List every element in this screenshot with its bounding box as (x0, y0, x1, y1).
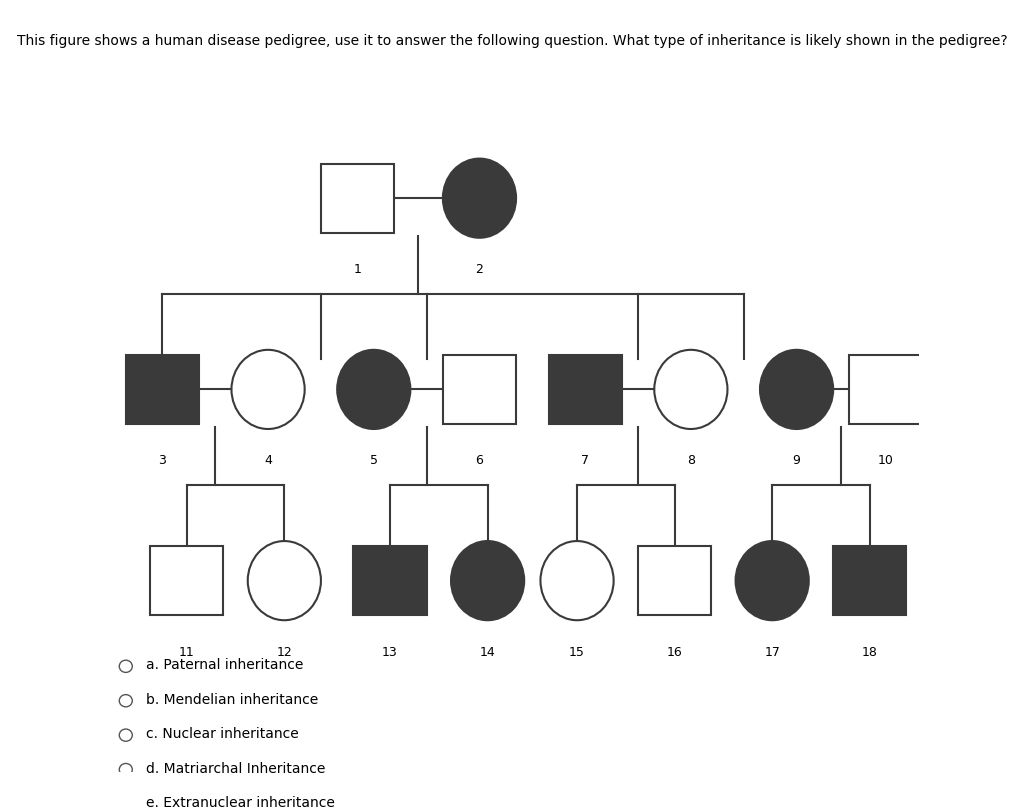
Ellipse shape (248, 541, 321, 620)
Ellipse shape (337, 350, 411, 429)
FancyBboxPatch shape (321, 164, 394, 232)
Text: 5: 5 (370, 454, 378, 467)
Text: 16: 16 (667, 646, 682, 659)
Circle shape (119, 660, 132, 672)
Ellipse shape (654, 350, 727, 429)
FancyBboxPatch shape (126, 355, 199, 424)
Circle shape (119, 764, 132, 776)
Text: 8: 8 (687, 454, 695, 467)
Text: c. Nuclear inheritance: c. Nuclear inheritance (146, 727, 299, 741)
Text: 18: 18 (862, 646, 878, 659)
Ellipse shape (760, 350, 834, 429)
Ellipse shape (443, 159, 516, 238)
FancyBboxPatch shape (834, 546, 906, 615)
Text: 13: 13 (382, 646, 398, 659)
Text: b. Mendelian inheritance: b. Mendelian inheritance (146, 693, 318, 707)
FancyBboxPatch shape (443, 355, 516, 424)
Circle shape (119, 729, 132, 741)
Text: d. Matriarchal Inheritance: d. Matriarchal Inheritance (146, 761, 326, 776)
Ellipse shape (451, 541, 524, 620)
FancyBboxPatch shape (151, 546, 223, 615)
Text: 1: 1 (353, 263, 361, 276)
Text: 6: 6 (475, 454, 483, 467)
FancyBboxPatch shape (549, 355, 622, 424)
Text: e. Extranuclear inheritance: e. Extranuclear inheritance (146, 796, 335, 810)
Circle shape (119, 798, 132, 810)
Text: 12: 12 (276, 646, 292, 659)
Text: 7: 7 (582, 454, 589, 467)
Text: 14: 14 (479, 646, 496, 659)
Text: 4: 4 (264, 454, 272, 467)
Ellipse shape (541, 541, 613, 620)
Text: This figure shows a human disease pedigree, use it to answer the following quest: This figure shows a human disease pedigr… (16, 34, 1008, 48)
Text: 9: 9 (793, 454, 801, 467)
Circle shape (119, 695, 132, 707)
FancyBboxPatch shape (850, 355, 923, 424)
Text: 15: 15 (569, 646, 585, 659)
FancyBboxPatch shape (638, 546, 712, 615)
Text: 3: 3 (159, 454, 166, 467)
Text: 2: 2 (475, 263, 483, 276)
Text: 17: 17 (764, 646, 780, 659)
Text: 11: 11 (179, 646, 195, 659)
FancyBboxPatch shape (353, 546, 427, 615)
Text: 10: 10 (879, 454, 894, 467)
Text: a. Paternal inheritance: a. Paternal inheritance (146, 659, 303, 672)
Ellipse shape (231, 350, 305, 429)
Ellipse shape (735, 541, 809, 620)
